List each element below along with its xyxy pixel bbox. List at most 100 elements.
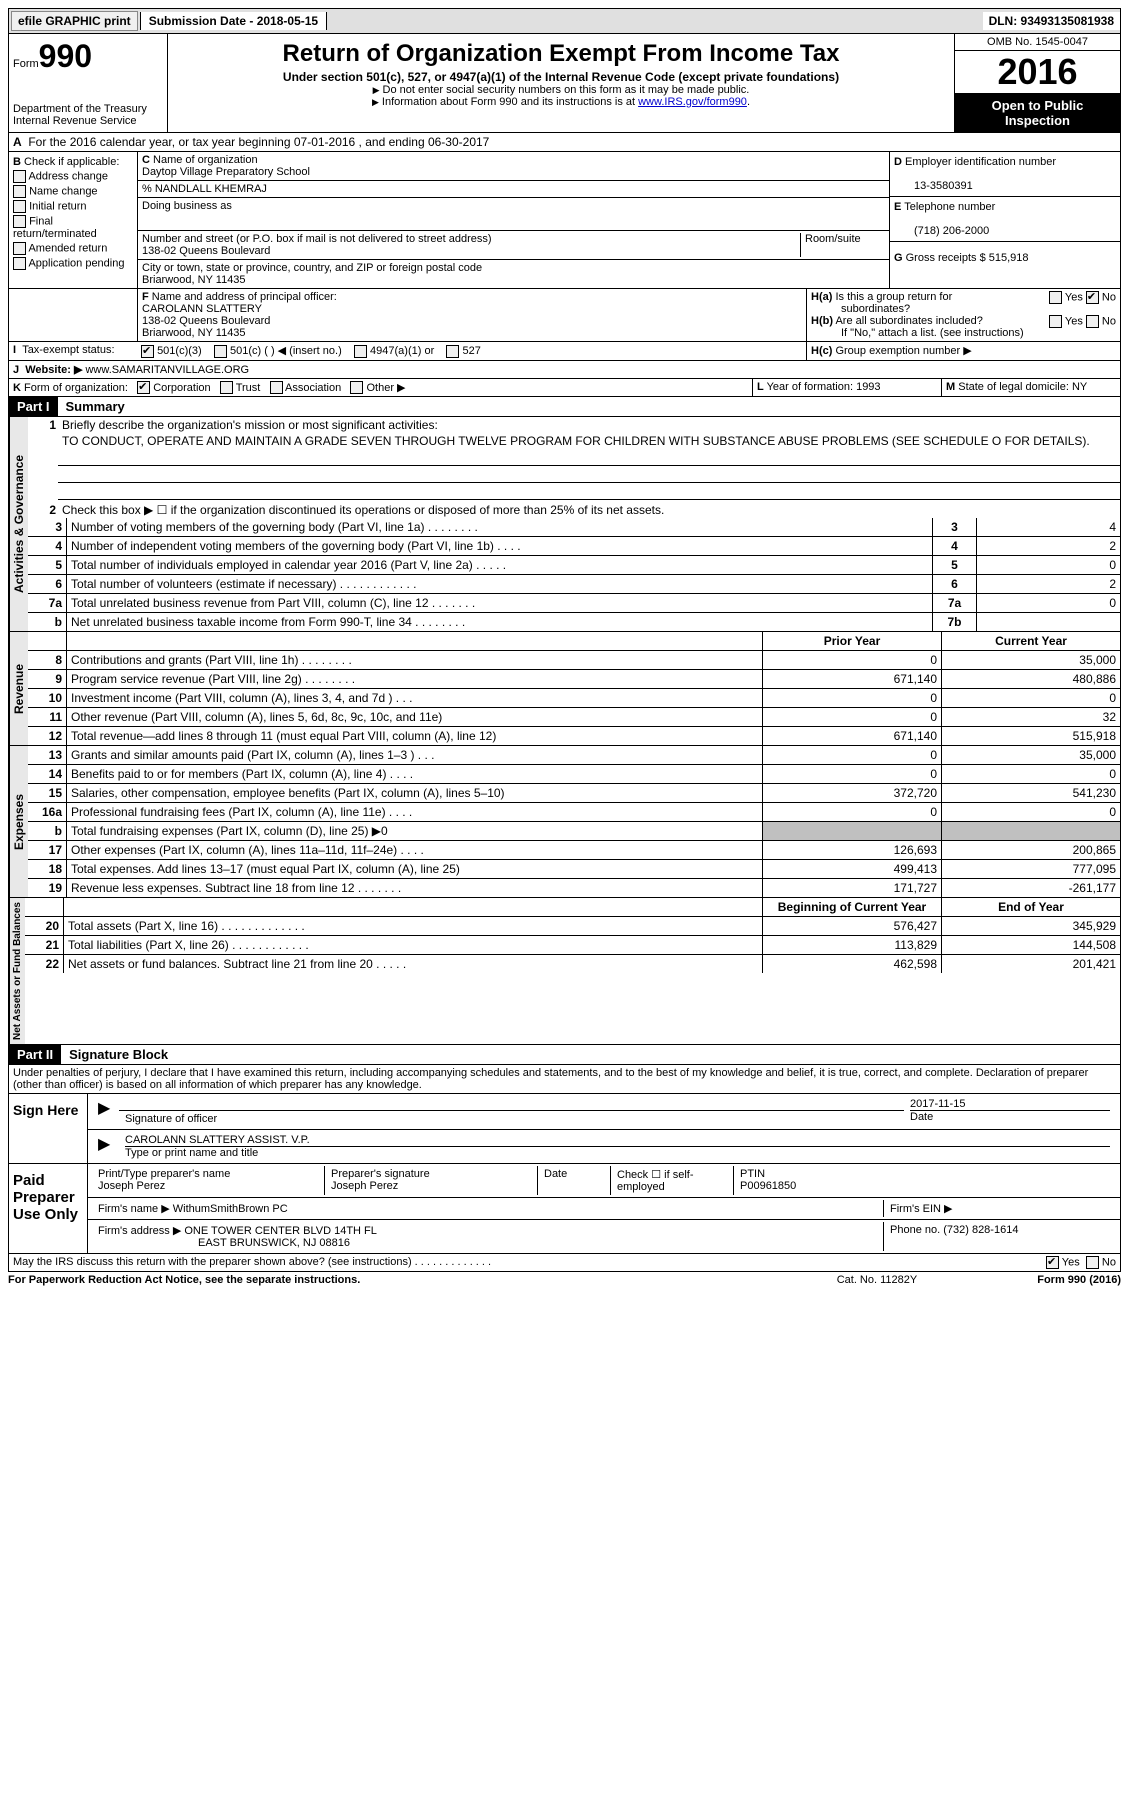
table-row: 7aTotal unrelated business revenue from …: [28, 594, 1120, 613]
net-assets-table: Beginning of Current YearEnd of Year 20T…: [25, 898, 1120, 973]
table-row: 16aProfessional fundraising fees (Part I…: [28, 803, 1120, 822]
ein-label: Employer identification number: [905, 156, 1056, 168]
governance-block: Activities & Governance 1Briefly describ…: [8, 417, 1121, 632]
revenue-block: Revenue Prior YearCurrent Year 8Contribu…: [8, 632, 1121, 746]
check-501c[interactable]: [214, 345, 227, 358]
check-association[interactable]: [270, 381, 283, 394]
note-ssn: Do not enter social security numbers on …: [383, 84, 750, 96]
officer-addr2: Briarwood, NY 11435: [142, 327, 246, 339]
ein-value: 13-3580391: [894, 180, 973, 192]
website-value: www.SAMARITANVILLAGE.ORG: [85, 364, 249, 376]
governance-table: 3Number of voting members of the governi…: [28, 518, 1120, 631]
part-2-title: Signature Block: [61, 1047, 168, 1062]
top-bar: efile GRAPHIC print Submission Date - 20…: [8, 8, 1121, 34]
check-amended-return[interactable]: Amended return: [13, 242, 133, 255]
check-address-change[interactable]: Address change: [13, 170, 133, 183]
city-value: Briarwood, NY 11435: [142, 274, 246, 286]
table-row: 6Total number of volunteers (estimate if…: [28, 575, 1120, 594]
name-label: Name of organization: [153, 154, 258, 166]
mission-text: TO CONDUCT, OPERATE AND MAINTAIN A GRADE…: [62, 434, 1090, 448]
section-a-period: A For the 2016 calendar year, or tax yea…: [8, 133, 1121, 152]
street-value: 138-02 Queens Boulevard: [142, 245, 270, 257]
tax-exempt-row: I Tax-exempt status: 501(c)(3) 501(c) ( …: [8, 342, 1121, 361]
sign-here-label: Sign Here: [9, 1094, 88, 1163]
revenue-table: Prior YearCurrent Year 8Contributions an…: [28, 632, 1120, 745]
table-row: 22Net assets or fund balances. Subtract …: [25, 955, 1120, 974]
check-trust[interactable]: [220, 381, 233, 394]
irs-link[interactable]: www.IRS.gov/form990: [638, 96, 747, 108]
check-501c3[interactable]: [141, 345, 154, 358]
check-initial-return[interactable]: Initial return: [13, 200, 133, 213]
check-527[interactable]: [446, 345, 459, 358]
table-row: 18Total expenses. Add lines 13–17 (must …: [28, 860, 1120, 879]
check-application-pending[interactable]: Application pending: [13, 257, 133, 270]
expenses-table: 13Grants and similar amounts paid (Part …: [28, 746, 1120, 897]
vert-expenses: Expenses: [9, 746, 28, 897]
room-suite-label: Room/suite: [801, 233, 885, 257]
state-domicile: State of legal domicile: NY: [958, 381, 1087, 393]
org-info-grid: B Check if applicable: Address change Na…: [8, 152, 1121, 289]
table-row: 12Total revenue—add lines 8 through 11 (…: [28, 727, 1120, 746]
table-row: 19Revenue less expenses. Subtract line 1…: [28, 879, 1120, 898]
page-footer: For Paperwork Reduction Act Notice, see …: [8, 1272, 1121, 1288]
form-header: Form990 Department of the Treasury Inter…: [8, 34, 1121, 133]
city-label: City or town, state or province, country…: [142, 262, 482, 274]
table-row: 14Benefits paid to or for members (Part …: [28, 765, 1120, 784]
submission-date: Submission Date - 2018-05-15: [140, 12, 327, 30]
org-name: Daytop Village Preparatory School: [142, 166, 310, 178]
open-to-public: Open to Public Inspection: [955, 94, 1120, 132]
note-info: Information about Form 990 and its instr…: [382, 96, 638, 108]
dept-treasury: Department of the Treasury: [13, 103, 163, 115]
arrow-icon: [372, 96, 382, 108]
table-row: 10Investment income (Part VIII, column (…: [28, 689, 1120, 708]
table-row: 8Contributions and grants (Part VIII, li…: [28, 651, 1120, 670]
table-row: 11Other revenue (Part VIII, column (A), …: [28, 708, 1120, 727]
table-row: 17Other expenses (Part IX, column (A), l…: [28, 841, 1120, 860]
discuss-no[interactable]: [1086, 1256, 1099, 1269]
check-final-return[interactable]: Final return/terminated: [13, 215, 133, 240]
table-row: 20Total assets (Part X, line 16) . . . .…: [25, 917, 1120, 936]
form-number: Form990: [13, 38, 163, 75]
dln: DLN: 93493135081938: [983, 12, 1120, 30]
vert-net-assets: Net Assets or Fund Balances: [9, 898, 25, 1044]
officer-name: CAROLANN SLATTERY: [142, 303, 262, 315]
check-other[interactable]: [350, 381, 363, 394]
part-2-header: Part II: [9, 1045, 61, 1064]
declaration-text: Under penalties of perjury, I declare th…: [8, 1065, 1121, 1094]
form-title: Return of Organization Exempt From Incom…: [172, 40, 950, 68]
year-formation: Year of formation: 1993: [767, 381, 881, 393]
table-row: 13Grants and similar amounts paid (Part …: [28, 746, 1120, 765]
form-subtitle: Under section 501(c), 527, or 4947(a)(1)…: [172, 70, 950, 84]
paid-preparer-block: Paid Preparer Use Only Print/Type prepar…: [8, 1164, 1121, 1254]
vert-revenue: Revenue: [9, 632, 28, 745]
dba-label: Doing business as: [138, 198, 889, 231]
paid-preparer-label: Paid Preparer Use Only: [9, 1164, 88, 1253]
table-row: 15Salaries, other compensation, employee…: [28, 784, 1120, 803]
officer-addr1: 138-02 Queens Boulevard: [142, 315, 270, 327]
table-row: 21Total liabilities (Part X, line 26) . …: [25, 936, 1120, 955]
check-name-change[interactable]: Name change: [13, 185, 133, 198]
website-row: J Website: ▶ www.SAMARITANVILLAGE.ORG: [8, 361, 1121, 379]
check-4947[interactable]: [354, 345, 367, 358]
omb-number: OMB No. 1545-0047: [955, 34, 1120, 51]
discuss-yes[interactable]: [1046, 1256, 1059, 1269]
table-row: 4Number of independent voting members of…: [28, 537, 1120, 556]
check-corporation[interactable]: [137, 381, 150, 394]
line-2: Check this box ▶ ☐ if the organization d…: [62, 503, 664, 517]
expenses-block: Expenses 13Grants and similar amounts pa…: [8, 746, 1121, 898]
phone-value: (718) 206-2000: [894, 225, 989, 237]
phone-label: Telephone number: [904, 201, 995, 213]
table-row: 3Number of voting members of the governi…: [28, 518, 1120, 537]
table-row: bNet unrelated business taxable income f…: [28, 613, 1120, 632]
efile-print-button[interactable]: efile GRAPHIC print: [11, 11, 138, 31]
part-1-header: Part I: [9, 397, 58, 416]
discuss-row: May the IRS discuss this return with the…: [8, 1254, 1121, 1272]
table-row: 5Total number of individuals employed in…: [28, 556, 1120, 575]
net-assets-block: Net Assets or Fund Balances Beginning of…: [8, 898, 1121, 1045]
street-label: Number and street (or P.O. box if mail i…: [142, 233, 492, 245]
arrow-icon: [373, 84, 383, 96]
check-if-applicable: Check if applicable:: [24, 156, 119, 168]
vert-governance: Activities & Governance: [9, 417, 28, 631]
table-row: bTotal fundraising expenses (Part IX, co…: [28, 822, 1120, 841]
mission-label: Briefly describe the organization's miss…: [62, 418, 438, 432]
